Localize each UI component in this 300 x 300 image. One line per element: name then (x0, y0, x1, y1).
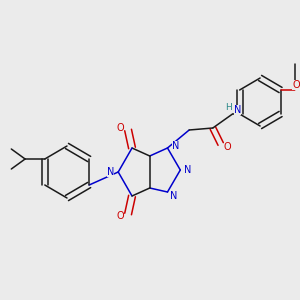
Text: O: O (116, 211, 124, 221)
Text: N: N (234, 105, 241, 115)
Text: N: N (172, 141, 179, 151)
Text: N: N (184, 165, 192, 175)
Text: O: O (292, 80, 300, 90)
Text: H: H (225, 103, 232, 112)
Text: O: O (116, 123, 124, 133)
Text: N: N (170, 191, 177, 201)
Text: N: N (107, 167, 114, 177)
Text: O: O (224, 142, 231, 152)
